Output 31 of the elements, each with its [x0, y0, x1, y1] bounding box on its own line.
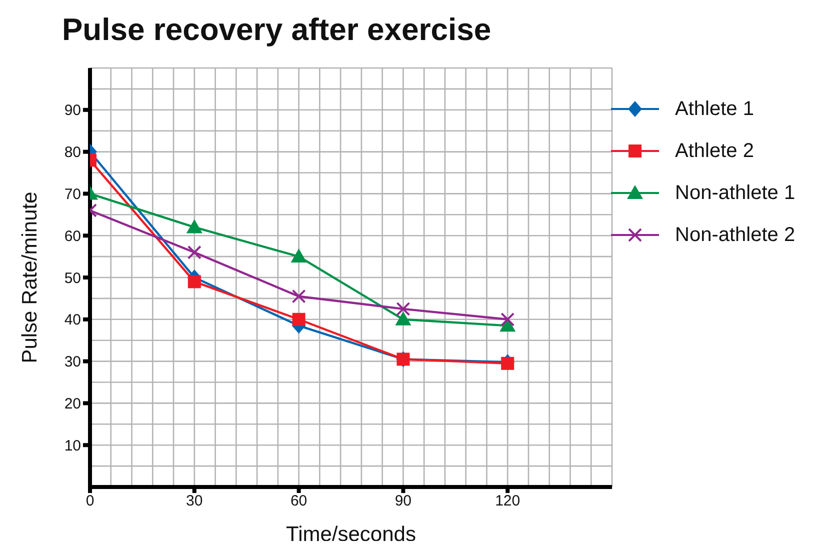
y-tick-label: 60	[64, 228, 81, 245]
x-tick-label: 0	[86, 492, 94, 510]
y-tick-label: 20	[64, 396, 81, 413]
y-tick-label: 30	[64, 354, 81, 371]
point	[187, 245, 202, 260]
point	[396, 302, 410, 316]
y-tick-label: 50	[64, 270, 81, 287]
legend-label: Non-athlete 1	[675, 182, 796, 204]
point	[290, 248, 307, 263]
y-tick-label: 40	[64, 312, 81, 329]
y-tick-label: 80	[64, 144, 81, 162]
point	[188, 275, 201, 288]
legend-label: Athlete 2	[675, 140, 754, 162]
point	[186, 219, 202, 234]
x-tick-label: 60	[290, 492, 308, 510]
y-tick-label: 10	[64, 437, 81, 454]
x-tick-label: 90	[394, 492, 412, 510]
legend-label: Non-athlete 2	[675, 224, 796, 246]
x-tick-label: 120	[495, 492, 520, 510]
point	[292, 312, 306, 326]
chart-title: Pulse recovery after exercise	[62, 12, 492, 48]
x-axis-title: Time/seconds	[286, 523, 416, 546]
point	[292, 289, 306, 304]
legend-label: Athlete 1	[675, 98, 754, 120]
point	[500, 312, 515, 326]
y-axis-title: Pulse Rate/minute	[18, 192, 42, 364]
y-tick-label: 70	[64, 186, 81, 204]
y-tick-label: 90	[64, 102, 81, 120]
point	[395, 311, 412, 326]
x-tick-label: 30	[186, 492, 203, 510]
point	[501, 356, 514, 370]
